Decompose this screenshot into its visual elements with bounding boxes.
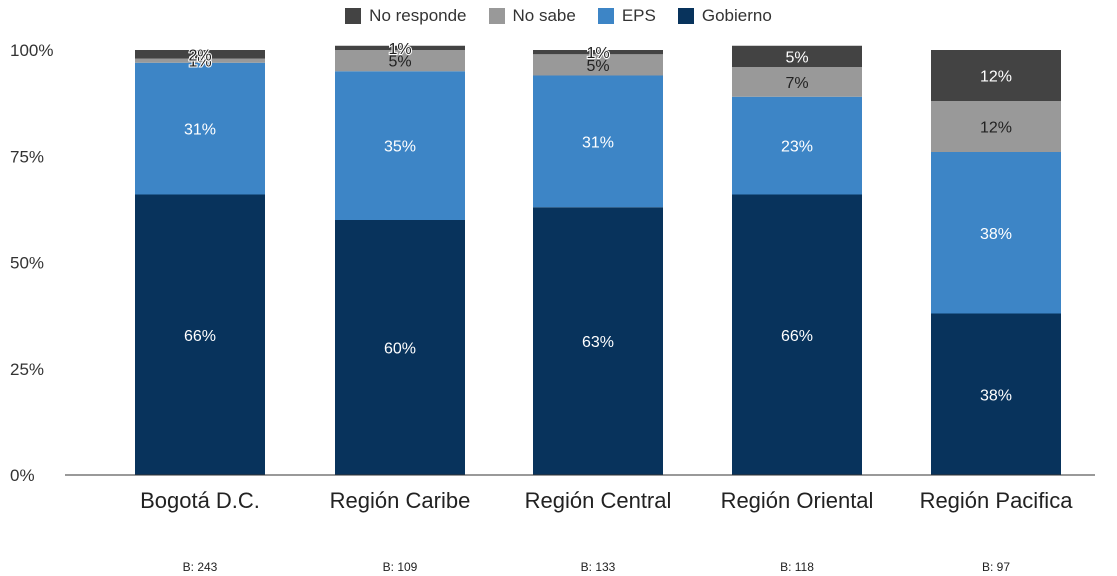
legend-label: EPS (621, 6, 656, 25)
x-category-label: Región Oriental (721, 488, 874, 513)
bar-segment-no-responde (533, 50, 663, 55)
base-size-label: B: 109 (383, 560, 418, 574)
legend-item-eps: EPS (597, 6, 656, 26)
y-tick-label: 25% (10, 360, 44, 379)
data-label: 31% (582, 134, 614, 151)
bar-segment-no-responde (135, 50, 265, 59)
data-label: 12% (980, 69, 1012, 86)
bar-segment-eps (931, 152, 1061, 314)
data-label: 35% (384, 139, 416, 156)
y-tick-label: 75% (10, 147, 44, 166)
bar-segment-eps (732, 96, 862, 195)
x-category-label: Región Caribe (330, 488, 471, 513)
data-label: 1% (586, 45, 609, 62)
legend-label: No sabe (512, 6, 576, 25)
data-label: 60% (384, 341, 416, 358)
y-tick-label: 50% (10, 254, 44, 273)
bar-segment-gobierno (335, 220, 465, 475)
x-category-label: Región Central (525, 488, 672, 513)
bar-segment-eps (135, 62, 265, 195)
data-label: 63% (582, 334, 614, 351)
x-category-label: Bogotá D.C. (140, 488, 260, 513)
y-tick-label: 0% (10, 466, 35, 485)
data-label: 31% (184, 122, 216, 139)
legend-item-gobierno: Gobierno (677, 6, 772, 26)
bar-segment-no-sabe (335, 50, 465, 72)
legend-label: No responde (369, 6, 467, 25)
legend-swatch (677, 8, 694, 24)
legend-swatch (345, 8, 362, 24)
bar-segment-no-sabe (931, 101, 1061, 152)
data-label: 1% (188, 54, 211, 71)
data-label: 66% (781, 328, 813, 345)
x-category-label: Región Pacifica (920, 488, 1074, 513)
data-label: 5% (586, 58, 609, 75)
bar-segment-no-responde (732, 45, 862, 67)
data-label: 38% (980, 387, 1012, 404)
bar-segment-no-responde (931, 50, 1061, 101)
bar-segment-eps (533, 75, 663, 208)
bar-segment-no-sabe (533, 54, 663, 76)
data-label: 1% (388, 41, 411, 58)
base-size-label: B: 133 (581, 560, 616, 574)
bar-segment-gobierno (931, 313, 1061, 475)
y-tick-label: 100% (10, 41, 53, 60)
data-label: 5% (785, 49, 808, 66)
data-label: 66% (184, 328, 216, 345)
bar-segment-no-sabe (135, 58, 265, 63)
data-label: 5% (388, 54, 411, 71)
data-label: 7% (785, 75, 808, 92)
legend-label: Gobierno (701, 6, 772, 25)
data-label: 2% (188, 47, 211, 64)
bar-segment-gobierno (732, 194, 862, 475)
legend-swatch (488, 8, 505, 24)
chart-legend: No responde No sabe EPS Gobierno (0, 6, 1117, 26)
legend-swatch (597, 8, 614, 24)
bar-segment-no-sabe (732, 67, 862, 97)
bar-segment-eps (335, 71, 465, 220)
bar-segment-gobierno (135, 194, 265, 475)
legend-item-no-sabe: No sabe (488, 6, 576, 26)
bar-segment-gobierno (533, 207, 663, 475)
base-size-label: B: 97 (982, 560, 1010, 574)
base-size-label: B: 243 (183, 560, 218, 574)
data-label: 12% (980, 120, 1012, 137)
bar-segment-no-responde (335, 45, 465, 50)
base-size-label: B: 118 (780, 560, 814, 574)
legend-item-no-responde: No responde (345, 6, 467, 26)
data-label: 23% (781, 139, 813, 156)
data-label: 38% (980, 226, 1012, 243)
